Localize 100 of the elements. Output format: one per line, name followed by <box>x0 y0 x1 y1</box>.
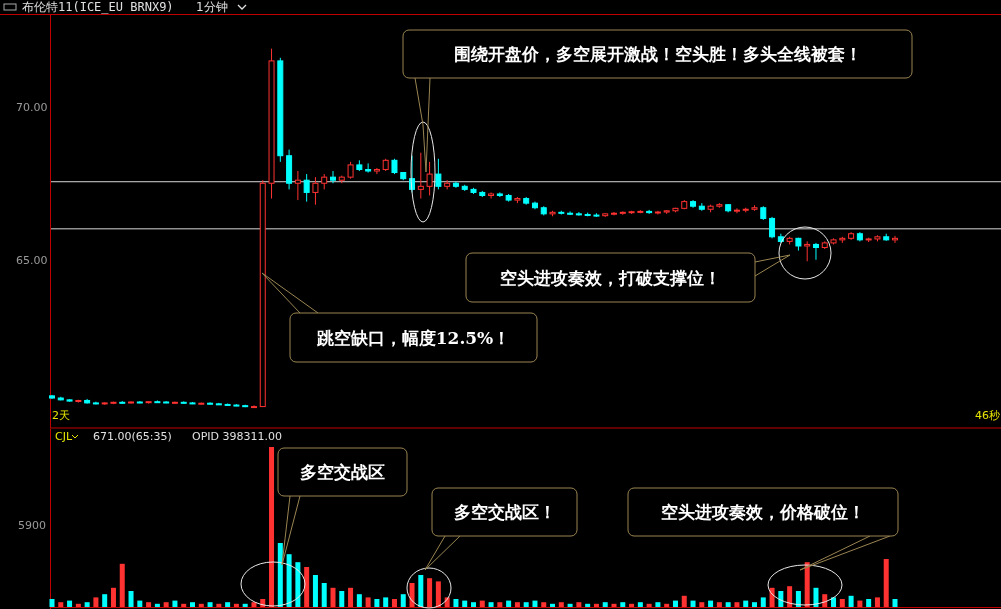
bar <box>453 599 459 607</box>
candlestick <box>812 242 819 261</box>
bar <box>146 602 152 607</box>
bar <box>506 600 512 607</box>
bar <box>646 603 652 607</box>
bar <box>84 602 90 607</box>
bar <box>471 602 476 607</box>
bar <box>664 603 670 607</box>
bar <box>708 600 714 607</box>
candlestick <box>804 240 811 262</box>
bar <box>137 600 143 607</box>
bar <box>874 597 880 607</box>
bar <box>75 603 81 607</box>
bar <box>58 602 64 607</box>
bar <box>233 603 239 607</box>
bar <box>435 581 441 607</box>
bar <box>365 597 371 607</box>
bar <box>356 594 362 607</box>
annotation: 围绕开盘价，多空展开激战！空头胜！多头全线被套！ <box>453 44 862 64</box>
bar <box>743 600 749 607</box>
bar <box>602 602 608 607</box>
bar <box>681 595 687 607</box>
bar <box>348 587 354 607</box>
bar <box>848 595 854 607</box>
bar <box>541 602 547 607</box>
candlestick <box>567 210 574 216</box>
bar <box>321 583 327 607</box>
text: OPID 398311.00 <box>192 430 282 443</box>
candlestick <box>488 191 495 200</box>
text: 671.00(65:35) <box>93 430 172 443</box>
candlestick <box>250 404 257 409</box>
chart-title: 布伦特11(ICE_EU BRNX9) <box>22 0 174 14</box>
bar <box>760 597 766 607</box>
bar <box>637 602 643 607</box>
bar <box>374 599 380 607</box>
bar <box>242 603 248 607</box>
annotation: 空头进攻奏效，价格破位！ <box>661 502 865 522</box>
bar <box>93 597 99 607</box>
bar <box>883 559 889 607</box>
text: 46秒 <box>975 409 1000 422</box>
candlestick <box>303 173 310 203</box>
bar <box>339 591 345 607</box>
bar <box>207 602 213 607</box>
candlestick <box>769 216 776 239</box>
annotation: 多空交战区 <box>300 462 385 482</box>
annotation: 空头进攻奏效，打破支撑位！ <box>500 267 721 288</box>
bar <box>190 602 195 607</box>
bar <box>514 602 520 607</box>
candlestick <box>417 152 424 200</box>
bar <box>725 602 731 607</box>
bar <box>198 603 204 607</box>
bar <box>672 600 678 607</box>
text: 5900 <box>18 519 46 532</box>
bar <box>769 587 775 607</box>
bar <box>532 600 538 607</box>
bar <box>629 603 635 607</box>
bar <box>550 603 556 607</box>
bar <box>690 600 696 607</box>
annotation: 2天 <box>52 409 70 422</box>
bar <box>128 591 134 607</box>
bar <box>295 562 301 607</box>
bar <box>716 602 722 607</box>
bar <box>277 543 283 607</box>
bar <box>839 599 845 607</box>
bar <box>67 600 73 607</box>
bar <box>391 599 397 607</box>
annotation: 多空交战区！ <box>453 502 556 522</box>
candlestick <box>426 161 433 196</box>
bar <box>479 600 485 607</box>
bar <box>497 602 503 607</box>
candlestick <box>733 207 740 214</box>
bar <box>892 599 898 607</box>
bar <box>49 599 55 607</box>
bar <box>216 603 222 607</box>
bar <box>778 591 784 607</box>
bar <box>558 602 564 607</box>
candlestick <box>330 170 336 184</box>
candlestick <box>365 162 372 174</box>
bar <box>286 554 292 607</box>
candlestick <box>435 158 442 190</box>
annotation: 跳空缺口，幅度12.5%！ <box>315 327 511 348</box>
candlestick <box>312 176 319 206</box>
bar <box>154 603 160 607</box>
candlestick <box>646 209 653 215</box>
bar <box>567 603 573 607</box>
candlestick <box>207 401 214 405</box>
candlestick <box>294 170 301 201</box>
bar <box>611 603 617 607</box>
bar <box>418 575 424 607</box>
bar <box>119 563 125 607</box>
bar <box>225 602 231 607</box>
bar <box>110 587 116 607</box>
bar <box>585 603 591 607</box>
y-tick-label: 70.00 <box>16 100 48 114</box>
bar <box>620 602 626 607</box>
bar <box>409 583 415 607</box>
text: CJL <box>55 430 73 443</box>
bar <box>699 602 705 607</box>
bar <box>787 586 793 607</box>
bar <box>857 600 863 607</box>
